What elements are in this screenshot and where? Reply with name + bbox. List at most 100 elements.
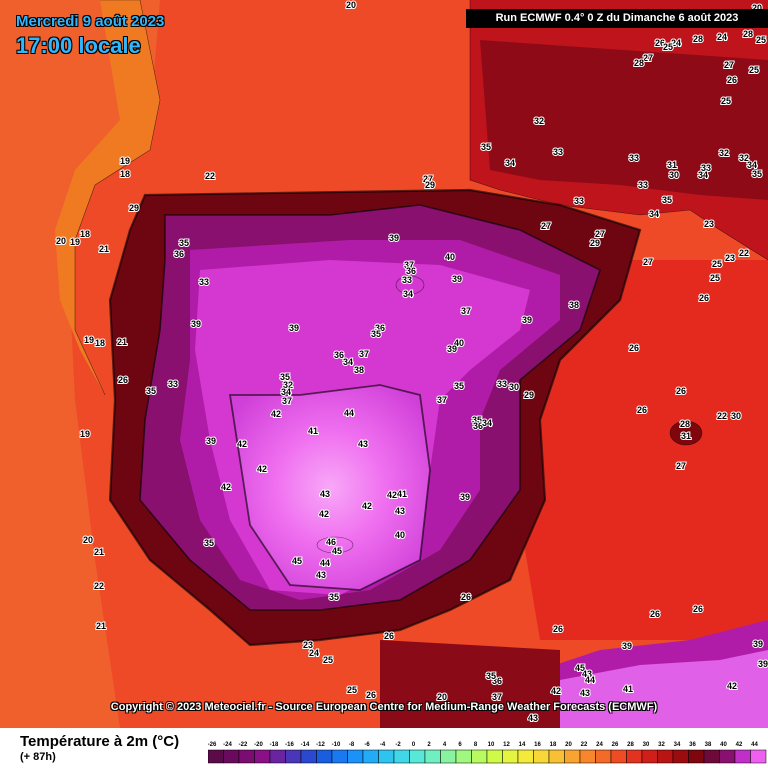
legend-tick-label: -16 bbox=[285, 742, 294, 748]
temperature-label: 35 bbox=[280, 372, 290, 382]
temperature-label: 35 bbox=[146, 386, 156, 396]
temperature-label: 43 bbox=[395, 506, 405, 516]
temperature-label: 19 bbox=[84, 335, 94, 345]
legend-swatch bbox=[672, 749, 689, 764]
temperature-label: 20 bbox=[83, 535, 93, 545]
temperature-label: 44 bbox=[344, 408, 354, 418]
temperature-label: 21 bbox=[96, 621, 106, 631]
temperature-label: 34 bbox=[698, 170, 708, 180]
temperature-label: 22 bbox=[94, 581, 104, 591]
mediterranean bbox=[520, 260, 768, 640]
temperature-label: 33 bbox=[402, 275, 412, 285]
temperature-label: 42 bbox=[221, 482, 231, 492]
temperature-label: 33 bbox=[701, 163, 711, 173]
temperature-label: 39 bbox=[447, 344, 457, 354]
legend-tick-label: 24 bbox=[596, 742, 603, 748]
temperature-label: 42 bbox=[271, 409, 281, 419]
temperature-label: 30 bbox=[509, 382, 519, 392]
legend-tick-label: 42 bbox=[736, 742, 743, 748]
temperature-label: 35 bbox=[371, 329, 381, 339]
sardinia-spot bbox=[670, 421, 702, 445]
temperature-label: 26 bbox=[650, 609, 660, 619]
temperature-label: 20 bbox=[346, 0, 356, 10]
temperature-label: 32 bbox=[534, 116, 544, 126]
legend-swatch bbox=[564, 749, 581, 764]
legend-swatch bbox=[269, 749, 286, 764]
temperature-label: 45 bbox=[292, 556, 302, 566]
temperature-label: 29 bbox=[590, 238, 600, 248]
variable-title: Température à 2m (°C) bbox=[20, 733, 180, 750]
temperature-label: 37 bbox=[359, 349, 369, 359]
temperature-label: 19 bbox=[70, 237, 80, 247]
temperature-label: 39 bbox=[191, 319, 201, 329]
legend-swatch bbox=[657, 749, 674, 764]
temperature-label: 26 bbox=[461, 592, 471, 602]
temperature-label: 21 bbox=[117, 337, 127, 347]
temperature-label: 27 bbox=[724, 60, 734, 70]
temperature-label: 46 bbox=[326, 537, 336, 547]
temperature-label: 29 bbox=[524, 390, 534, 400]
legend-swatch bbox=[626, 749, 643, 764]
legend-swatch bbox=[486, 749, 503, 764]
legend-swatch bbox=[378, 749, 395, 764]
temperature-label: 22 bbox=[717, 411, 727, 421]
copyright-notice: Copyright © 2023 Meteociel.fr - Source E… bbox=[110, 701, 658, 713]
temperature-label: 32 bbox=[283, 380, 293, 390]
legend-swatch bbox=[331, 749, 348, 764]
legend-tick-label: 38 bbox=[705, 742, 712, 748]
temperature-label: 27 bbox=[643, 53, 653, 63]
temperature-label: 35 bbox=[662, 195, 672, 205]
temperature-label: 26 bbox=[629, 343, 639, 353]
temperature-label: 18 bbox=[120, 169, 130, 179]
legend-swatch bbox=[285, 749, 302, 764]
temperature-label: 25 bbox=[347, 685, 357, 695]
legend-swatch bbox=[734, 749, 751, 764]
forecast-date: Mercredi 9 août 2023 bbox=[16, 13, 165, 30]
temperature-label: 31 bbox=[681, 431, 691, 441]
temperature-label: 43 bbox=[528, 713, 538, 723]
temperature-label: 41 bbox=[308, 426, 318, 436]
temperature-label: 27 bbox=[595, 229, 605, 239]
legend-tick-label: 6 bbox=[458, 742, 462, 748]
temperature-label: 26 bbox=[676, 386, 686, 396]
legend-swatch bbox=[223, 749, 240, 764]
temperature-label: 26 bbox=[637, 405, 647, 415]
temperature-label: 25 bbox=[749, 65, 759, 75]
legend-tick-label: 12 bbox=[503, 742, 510, 748]
temperature-label: 37 bbox=[404, 260, 414, 270]
temperature-label: 43 bbox=[316, 570, 326, 580]
temperature-label: 40 bbox=[445, 252, 455, 262]
temperature-label: 33 bbox=[199, 277, 209, 287]
legend-tick-label: 30 bbox=[643, 742, 650, 748]
temperature-label: 34 bbox=[403, 289, 413, 299]
temperature-label: 32 bbox=[739, 153, 749, 163]
temperature-label: 34 bbox=[505, 158, 515, 168]
temperature-label: 28 bbox=[634, 58, 644, 68]
ocean-orange-band bbox=[55, 0, 160, 395]
temperature-label: 30 bbox=[669, 170, 679, 180]
temperature-label: 38 bbox=[354, 365, 364, 375]
temperature-label: 26 bbox=[384, 631, 394, 641]
temperature-label: 43 bbox=[358, 439, 368, 449]
legend-swatch bbox=[362, 749, 379, 764]
france-hot-core bbox=[480, 40, 768, 200]
legend-tick-label: -8 bbox=[349, 742, 355, 748]
temperature-label: 26 bbox=[553, 624, 563, 634]
legend-swatch bbox=[208, 749, 224, 764]
temperature-label: 35 bbox=[329, 592, 339, 602]
legend-tick-label: -22 bbox=[239, 742, 248, 748]
temperature-label: 24 bbox=[671, 38, 681, 48]
temperature-label: 43 bbox=[580, 688, 590, 698]
temperature-label: 33 bbox=[638, 180, 648, 190]
legend-swatch bbox=[610, 749, 627, 764]
temperature-label: 26 bbox=[366, 690, 376, 700]
legend-tick-label: 28 bbox=[627, 742, 634, 748]
legend-swatch bbox=[579, 749, 596, 764]
temperature-label: 25 bbox=[756, 35, 766, 45]
temperature-label: 34 bbox=[482, 418, 492, 428]
legend-swatch bbox=[502, 749, 519, 764]
temperature-label: 27 bbox=[676, 461, 686, 471]
temperature-label: 39 bbox=[460, 492, 470, 502]
